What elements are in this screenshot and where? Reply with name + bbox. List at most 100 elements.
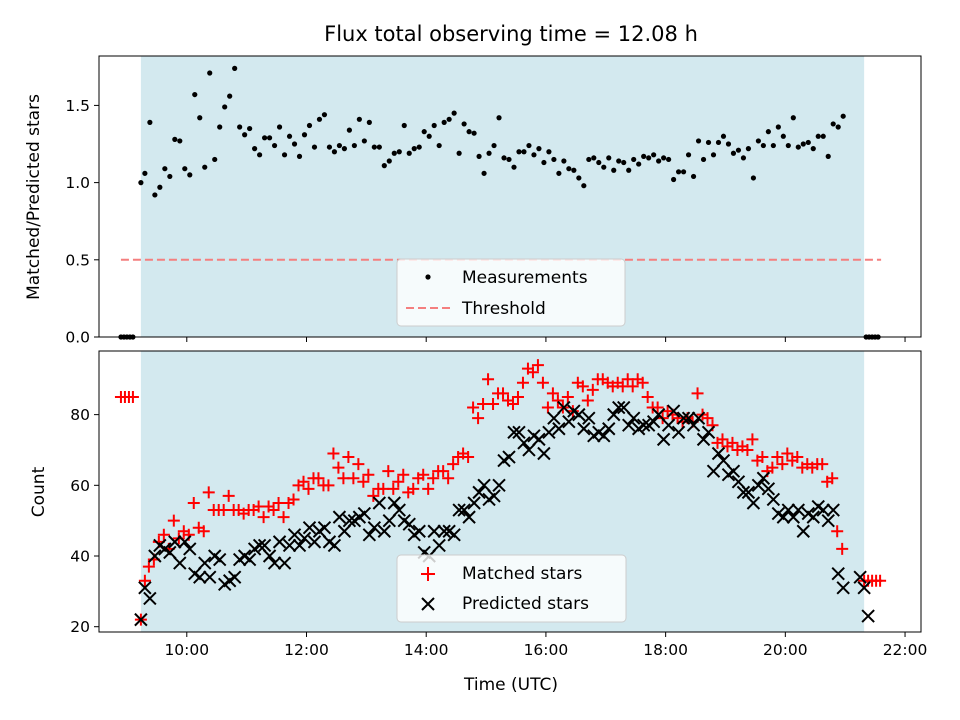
measurement-point [795,144,801,150]
matched-star-point [357,475,370,488]
measurement-point [740,155,747,161]
measurement-point [770,142,776,149]
measurement-point [456,150,462,156]
matched-star-point [487,398,500,411]
predicted-star-point [282,538,297,553]
matched-star-point [442,472,455,485]
legend-measurements-marker [425,274,431,280]
predicted-star-point [317,521,332,535]
matched-star-point [506,398,519,411]
predicted-star-point [776,510,791,524]
predicted-star-point [626,411,641,425]
measurement-point [207,70,213,76]
measurement-point [331,149,338,155]
measurement-point [695,138,702,144]
measurement-point [306,122,313,129]
predicted-star-point [307,535,322,549]
measurement-point [162,166,168,172]
measurement-point [217,124,223,130]
bottom-legend-box [396,554,627,623]
matched-star-point [167,514,180,527]
predicted-star-point [402,517,416,531]
predicted-star-point [522,443,536,457]
measurement-point [531,152,537,158]
predicted-star-point [746,496,761,510]
matched-star-point [526,366,539,379]
matched-star-point [347,472,360,485]
measurement-point [351,142,357,149]
measurement-point [202,164,208,170]
predicted-star-point [806,510,820,524]
measurement-point [626,167,632,173]
top-legend-box [396,258,626,327]
measurement-point [311,144,318,150]
measurement-point [820,133,826,139]
matched-star-point [157,528,170,541]
legend-matched-label: Matched stars [462,564,582,584]
predicted-star-point [537,446,551,461]
predicted-star-point [821,513,835,528]
matched-star-point [781,447,794,460]
measurement-point [486,150,492,156]
predicted-star-point [332,510,347,524]
bottom-legend: Matched stars Predicted stars [396,554,627,623]
predicted-star-point [163,545,177,560]
predicted-star-point [367,521,382,535]
matched-star-point [138,574,151,587]
matched-star-point [741,443,754,456]
predicted-star-point [227,570,242,584]
predicted-star-point [287,528,302,542]
matched-star-point [826,472,839,485]
predicted-star-point [597,429,611,443]
measurement-point [227,93,233,99]
predicted-star-point [651,407,666,422]
matched-star-point [511,390,524,403]
matched-star-point [531,359,544,372]
predicted-star-point [327,538,342,553]
predicted-star-point [612,400,626,415]
matched-star-point [776,458,789,471]
measurement-point [411,146,417,152]
predicted-star-point [183,542,197,556]
predicted-star-point [666,404,681,418]
predicted-star-point [193,570,207,584]
predicted-star-point [557,400,571,415]
predicted-star-point [766,492,781,507]
x-tick-label: 14:00 [404,641,449,659]
measurement-point [700,156,707,163]
predicted-star-point [756,471,771,485]
matched-star-point [546,387,559,400]
measurement-point [252,146,258,152]
bottom-panel: 10:00 12:00 14:00 16:00 18:00 20:00 22:00 20 40 6… [29,350,927,695]
measurement-point [396,149,402,155]
measurement-point [576,175,582,181]
measurement-point [222,104,228,110]
measurement-point [416,144,422,150]
matched-star-point [447,458,460,471]
predicted-star-point [853,570,867,584]
top-y-tick-label: 1.5 [65,97,90,115]
predicted-star-point [212,552,227,567]
measurement-point [591,155,597,161]
measurement-point [636,161,642,167]
predicted-star-point [277,556,292,570]
matched-star-point [257,511,270,524]
measurement-point [561,158,567,164]
measurement-point [556,170,562,176]
matched-star-point [202,486,215,499]
measurement-point [775,124,781,130]
predicted-star-point [462,510,476,524]
matched-star-point [126,390,139,403]
top-y-tick-label: 1.0 [65,174,90,192]
matched-star-point [836,542,849,555]
legend-matched-marker [421,567,435,581]
measurement-point [715,139,722,146]
matched-star-point [586,383,599,396]
measurement-point [526,142,532,149]
matched-star-point [516,376,529,389]
predicted-star-point [552,422,566,436]
predicted-star-point [437,524,451,538]
measurement-point [406,150,412,156]
measurement-point [631,156,637,163]
matched-star-point [197,525,210,538]
